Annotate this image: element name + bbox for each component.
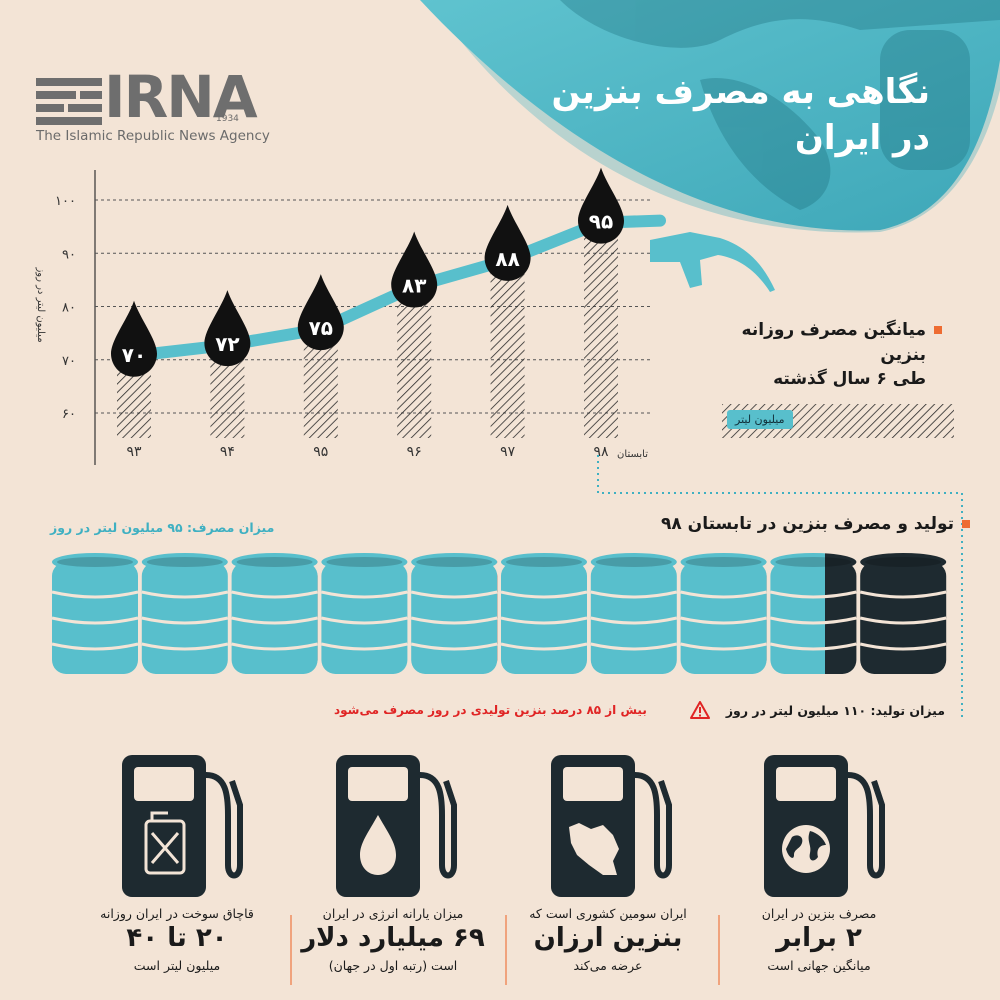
barrel xyxy=(500,553,588,674)
x-tick-label: ۹۴ xyxy=(220,444,235,460)
y-tick-label: ۹۰ xyxy=(62,247,76,262)
data-label: ۸۳ xyxy=(402,274,426,298)
bar xyxy=(303,333,338,438)
y-tick-label: ۸۰ xyxy=(62,301,76,316)
stat-cheap: ایران سومین کشوری است که بنزین ارزان عرض… xyxy=(529,906,687,974)
header-banner xyxy=(0,0,1000,233)
warning-icon xyxy=(690,701,710,719)
barrel xyxy=(859,553,947,674)
pump-drop xyxy=(336,755,457,897)
production-label: میزان تولید: ۱۱۰ میلیون لیتر در روز xyxy=(725,703,945,718)
nozzle-icon xyxy=(650,232,775,292)
logo-wordmark: IRNA xyxy=(104,63,258,131)
bar xyxy=(584,226,618,438)
chart-legend: میانگین مصرف روزانه بنزین طی ۶ سال گذشته xyxy=(692,318,942,392)
pump-jerrycan xyxy=(122,755,243,897)
x-category-note: تابستان xyxy=(617,449,648,460)
drop-marker xyxy=(391,231,438,308)
barrel xyxy=(770,553,857,674)
drop-marker xyxy=(578,167,624,244)
y-tick-label: ۷۰ xyxy=(62,354,76,369)
data-label: ۷۵ xyxy=(309,316,333,340)
barrel xyxy=(51,553,139,674)
x-tick-label: ۹۳ xyxy=(126,444,142,460)
barrel xyxy=(590,553,678,674)
x-tick-label: ۹۵ xyxy=(313,444,328,460)
drop-icon xyxy=(360,815,396,875)
dotted-connector xyxy=(597,455,963,717)
consumption-chart: ۶۰ ۷۰ ۸۰ ۹۰ ۱۰۰ میلیون لیتر در روز ۷۰ ۹۳ ۷۲ ۹۴ ۷۵ ۹… xyxy=(35,167,775,465)
stat-subsidy: میزان یارانه انرژی در ایران ۶۹ میلیارد د… xyxy=(301,906,485,974)
barrels-row xyxy=(51,553,947,674)
stat-divider xyxy=(718,915,720,985)
warning-text: بیش از ۸۵ درصد بنزین تولیدی در روز مصرف … xyxy=(334,703,647,717)
legend-marker xyxy=(934,326,942,334)
page-title-line1: نگاهی به مصرف بنزین xyxy=(551,72,930,112)
legend-line3: طی ۶ سال گذشته xyxy=(773,369,926,390)
jerrycan-icon xyxy=(144,811,186,875)
barrel xyxy=(410,553,498,674)
legend-line1: میانگین مصرف روزانه xyxy=(741,320,926,340)
barrel xyxy=(680,553,767,674)
consumption-label: میزان مصرف: ۹۵ میلیون لیتر در روز xyxy=(50,520,275,535)
stat-smuggling: قاچاق سوخت در ایران روزانه ۲۰ تا ۴۰ میلی… xyxy=(100,906,254,974)
data-label: ۷۲ xyxy=(215,332,239,356)
pump-globe xyxy=(764,755,885,897)
logo-bars-icon xyxy=(36,78,102,126)
production-section-title: تولید و مصرف بنزین در تابستان ۹۸ xyxy=(661,514,970,534)
x-tick-label: ۹۶ xyxy=(407,444,422,460)
drop-marker xyxy=(111,300,157,377)
stat-divider xyxy=(505,915,507,985)
pump-map xyxy=(551,755,672,897)
logo-year: 1934 xyxy=(216,114,239,124)
data-label: ۸۸ xyxy=(495,247,519,271)
data-label: ۷۰ xyxy=(122,343,146,367)
y-axis-label: میلیون لیتر در روز xyxy=(35,266,46,342)
globe-icon xyxy=(782,825,830,873)
barrel xyxy=(231,553,318,674)
legend-line2: بنزین xyxy=(880,344,926,365)
bar xyxy=(490,263,525,438)
iran-map-icon xyxy=(569,823,619,875)
stat-divider xyxy=(290,915,292,985)
barrel xyxy=(321,553,408,674)
section-marker xyxy=(962,520,970,528)
data-label: ۹۵ xyxy=(589,210,613,234)
drop-marker xyxy=(297,274,344,351)
y-tick-label: ۶۰ xyxy=(62,407,76,422)
y-tick-label: ۱۰۰ xyxy=(55,194,76,209)
bar xyxy=(397,290,432,438)
x-tick-label: ۹۷ xyxy=(500,444,516,460)
logo-tagline: The Islamic Republic News Agency xyxy=(36,128,270,144)
drop-marker xyxy=(204,290,251,367)
stat-global: مصرف بنزین در ایران ۲ برابر میانگین جهان… xyxy=(761,906,877,974)
page-title-line2: در ایران xyxy=(794,118,930,158)
barrel xyxy=(141,553,229,674)
unit-badge: میلیون لیتر xyxy=(727,410,793,429)
drop-marker xyxy=(484,204,531,281)
hand-pump-photo xyxy=(560,0,1000,210)
